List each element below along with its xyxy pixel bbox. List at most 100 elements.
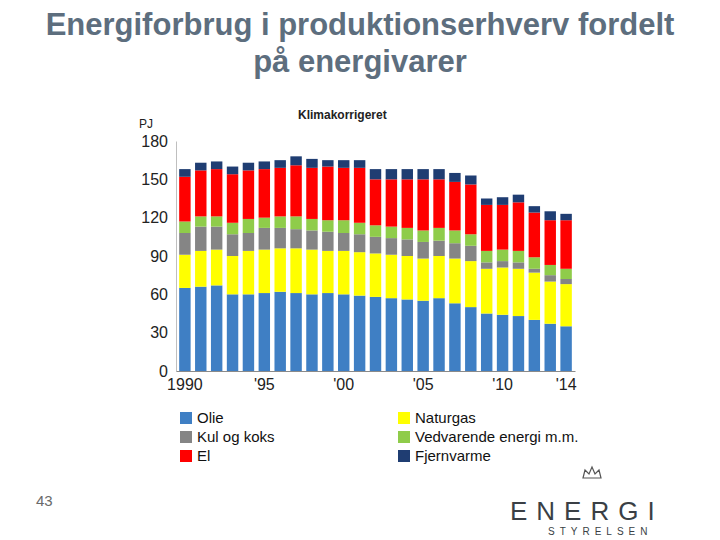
- bar: [179, 177, 190, 222]
- bar: [497, 261, 508, 267]
- y-tick: 30: [150, 324, 176, 341]
- bar: [259, 250, 270, 293]
- y-tick: 180: [141, 133, 176, 150]
- bar: [354, 296, 365, 371]
- page: Energiforbrug i produktionserhverv forde…: [0, 0, 720, 540]
- bar: [481, 199, 492, 205]
- bar: [322, 251, 333, 293]
- bar: [465, 184, 476, 234]
- bar: [386, 255, 397, 298]
- bar: [274, 216, 285, 228]
- bar: [306, 230, 317, 249]
- legend-label: Vedvarende energi m.m.: [415, 428, 578, 445]
- legend-label: Fjernvarme: [415, 447, 491, 464]
- bar: [354, 234, 365, 252]
- y-tick: 90: [150, 248, 176, 265]
- bar: [433, 256, 444, 298]
- bar: [449, 182, 460, 231]
- bar: [338, 220, 349, 233]
- bar: [274, 292, 285, 371]
- x-tick: '00: [333, 371, 354, 393]
- y-tick-label: 30: [150, 324, 168, 341]
- bar: [560, 220, 571, 269]
- bar: [417, 179, 428, 230]
- legend-swatch: [180, 450, 192, 462]
- bar: [227, 256, 238, 294]
- y-tick-label: 180: [141, 133, 168, 150]
- x-tick: 1990: [167, 371, 203, 393]
- bar: [274, 160, 285, 168]
- x-tick-label: '14: [556, 376, 577, 393]
- bar: [433, 241, 444, 256]
- bar: [545, 220, 556, 265]
- bar: [259, 228, 270, 250]
- bar: [386, 238, 397, 255]
- bar: [274, 248, 285, 291]
- bar: [465, 307, 476, 371]
- bar: [465, 261, 476, 307]
- bar: [545, 211, 556, 220]
- legend-item: Fjernvarme: [398, 447, 491, 464]
- bar: [290, 165, 301, 216]
- bar: [417, 301, 428, 371]
- bar: [370, 237, 381, 254]
- y-tick-label: 150: [141, 171, 168, 188]
- bar: [529, 273, 540, 320]
- bar: [195, 227, 206, 251]
- legend-label: Naturgas: [415, 409, 476, 426]
- bar: [227, 294, 238, 371]
- x-tick-label: '10: [492, 376, 513, 393]
- bar: [386, 298, 397, 371]
- x-tick: '95: [254, 371, 275, 393]
- bar: [322, 232, 333, 251]
- bar: [354, 168, 365, 223]
- bar: [338, 251, 349, 294]
- bar: [560, 284, 571, 326]
- bar-series: [179, 156, 572, 220]
- bar: [402, 179, 413, 228]
- logo-crown: [583, 467, 601, 478]
- bar: [513, 195, 524, 203]
- legend-swatch: [398, 412, 410, 424]
- bar: [513, 262, 524, 268]
- bar: [195, 287, 206, 371]
- bar: [529, 206, 540, 212]
- bar: [290, 229, 301, 248]
- y-tick-label: 120: [141, 209, 168, 226]
- legend-item: El: [180, 447, 210, 464]
- page-number: 43: [36, 492, 53, 509]
- x-tick-label: 1990: [167, 376, 203, 393]
- y-tick: 150: [141, 171, 176, 188]
- bar: [417, 242, 428, 259]
- bar: [195, 163, 206, 171]
- bar: [370, 169, 381, 179]
- bar: [481, 262, 492, 268]
- legend-label: El: [197, 447, 210, 464]
- bar: [481, 251, 492, 263]
- bar: [370, 297, 381, 371]
- subtitle: Klimakorrigeret: [298, 108, 387, 122]
- bar: [179, 222, 190, 234]
- bar: [227, 234, 238, 256]
- x-tick: '10: [492, 371, 513, 393]
- logo-subtext: STYRELSEN: [548, 526, 652, 537]
- bar: [370, 253, 381, 296]
- bar: [449, 173, 460, 182]
- bar: [274, 228, 285, 248]
- bar: [465, 234, 476, 246]
- bar: [481, 314, 492, 372]
- bar: [386, 179, 397, 226]
- bar: [560, 269, 571, 279]
- y-tick-label: 60: [150, 286, 168, 303]
- bar: [243, 233, 254, 251]
- bar: [529, 320, 540, 371]
- bar: [338, 294, 349, 371]
- bar: [195, 251, 206, 287]
- bar: [259, 169, 270, 218]
- chart-svg: 03060901201501801990'95'00'05'10'14PJKli…: [0, 0, 720, 540]
- bar: [433, 298, 444, 371]
- bar: [259, 218, 270, 228]
- bar: [545, 282, 556, 324]
- bar: [370, 179, 381, 225]
- bar: [545, 275, 556, 281]
